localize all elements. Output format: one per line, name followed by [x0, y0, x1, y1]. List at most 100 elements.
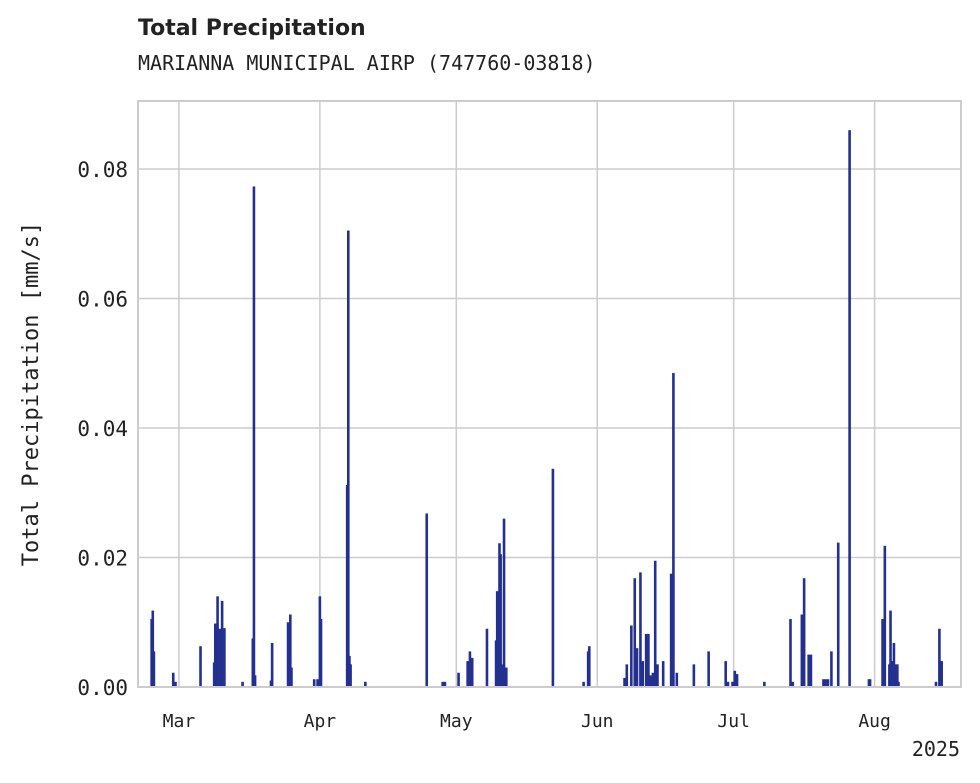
- precipitation-bar: [270, 642, 274, 687]
- x-tick-label: Mar: [163, 711, 196, 732]
- precipitation-bar: [468, 651, 472, 687]
- precipitation-bar: [289, 614, 292, 687]
- precipitation-bar: [824, 679, 828, 687]
- precipitation-bar: [938, 628, 941, 687]
- precipitation-bar: [836, 542, 840, 687]
- precipitation-bar: [672, 372, 675, 687]
- precipitation-bar: [889, 610, 892, 687]
- precipitation-bar: [735, 674, 739, 687]
- precipitation-bar: [724, 661, 727, 687]
- precipitation-bar: [623, 677, 626, 687]
- precipitation-bar: [587, 646, 591, 687]
- precipitation-bar: [656, 664, 659, 687]
- precipitation-bar: [890, 661, 893, 687]
- precipitation-bar: [868, 679, 872, 687]
- precipitation-bar: [500, 664, 504, 687]
- precipitation-bar: [633, 578, 637, 687]
- x-tick-label: May: [440, 711, 473, 732]
- precipitation-bar: [635, 648, 639, 687]
- precipitation-bar: [286, 622, 290, 687]
- precipitation-bar: [425, 513, 429, 687]
- precipitation-bar: [319, 619, 323, 687]
- y-tick-label: 0.06: [77, 287, 128, 311]
- y-tick-label: 0.00: [77, 676, 128, 700]
- precipitation-bar: [830, 651, 833, 687]
- y-tick-label: 0.04: [77, 417, 128, 441]
- precipitation-bar: [641, 661, 645, 687]
- precipitation-bar: [625, 664, 629, 687]
- precipitation-bar: [653, 560, 657, 687]
- precipitation-bar: [216, 596, 219, 687]
- precipitation-bar: [470, 657, 474, 687]
- precipitation-bar: [647, 633, 650, 687]
- precipitation-bar: [649, 675, 652, 687]
- precipitation-bar: [934, 681, 938, 687]
- precipitation-bar: [893, 664, 897, 687]
- precipitation-bar: [692, 664, 696, 687]
- precipitation-bar: [651, 672, 655, 687]
- precipitation-bar: [171, 672, 175, 687]
- precipitation-bar: [346, 230, 350, 688]
- precipitation-bar: [726, 681, 730, 687]
- precipitation-bar: [241, 681, 244, 687]
- precipitation-bar: [457, 672, 460, 687]
- precipitation-bar: [848, 130, 851, 687]
- grid-lines: [138, 101, 961, 688]
- precipitation-bar: [253, 675, 257, 687]
- precipitation-bar: [822, 679, 825, 687]
- precipitation-bar: [499, 554, 502, 687]
- precipitation-bar: [661, 661, 665, 687]
- precipitation-bar: [800, 614, 804, 687]
- precipitation-bar: [940, 661, 943, 687]
- precipitation-bar: [644, 633, 648, 687]
- precipitation-bar: [485, 628, 489, 687]
- precipitation-bar: [466, 661, 469, 687]
- precipitation-bar: [733, 670, 737, 687]
- x-tick-label: Jul: [717, 711, 750, 732]
- x-axis-ticks: Mar Apr May Jun Jul Aug: [163, 711, 891, 732]
- precipitation-bar: [707, 651, 710, 687]
- precipitation-bar: [789, 619, 792, 687]
- precipitation-bar: [218, 628, 222, 687]
- precipitation-bar: [639, 572, 642, 687]
- precipitation-bar: [763, 681, 766, 687]
- precipitation-bar: [316, 679, 319, 687]
- precipitation-bar: [802, 578, 806, 687]
- precipitation-bar: [881, 619, 884, 687]
- y-tick-label: 0.08: [77, 158, 128, 182]
- precipitation-bar: [290, 667, 293, 687]
- precipitation-bar: [199, 646, 202, 687]
- plot-frame: [137, 100, 962, 688]
- precipitation-bar: [223, 628, 226, 687]
- year-label: 2025: [912, 737, 960, 761]
- precipitation-bar: [174, 681, 177, 687]
- precipitation-bar: [897, 681, 900, 687]
- precipitation-bar: [505, 667, 508, 687]
- y-axis-ticks: 0.00 0.02 0.04 0.06 0.08: [77, 158, 128, 700]
- precipitation-bar: [252, 186, 256, 688]
- precipitation-bar: [551, 468, 555, 687]
- precipitation-bar: [791, 681, 795, 687]
- x-tick-label: Aug: [858, 711, 891, 732]
- precipitation-bar: [809, 654, 813, 687]
- precipitation-bar: [826, 679, 830, 687]
- precipitation-bar: [151, 610, 155, 687]
- bar-series: [150, 130, 943, 688]
- precipitation-bar: [220, 600, 224, 687]
- x-tick-label: Apr: [304, 711, 337, 732]
- precipitation-bar: [213, 623, 217, 687]
- y-tick-label: 0.02: [77, 546, 128, 570]
- precipitation-bar: [312, 679, 316, 687]
- x-tick-label: Jun: [581, 711, 614, 732]
- precipitation-bar: [502, 518, 506, 687]
- precipitation-bar: [441, 681, 444, 687]
- precipitation-bar: [152, 651, 156, 687]
- precipitation-bar: [443, 681, 447, 687]
- precipitation-bar: [364, 681, 367, 687]
- precipitation-bar: [349, 664, 352, 687]
- precipitation-bar: [883, 545, 887, 687]
- precipitation-bar: [731, 681, 734, 687]
- precipitation-bar: [807, 654, 810, 687]
- precipitation-bar: [669, 573, 673, 687]
